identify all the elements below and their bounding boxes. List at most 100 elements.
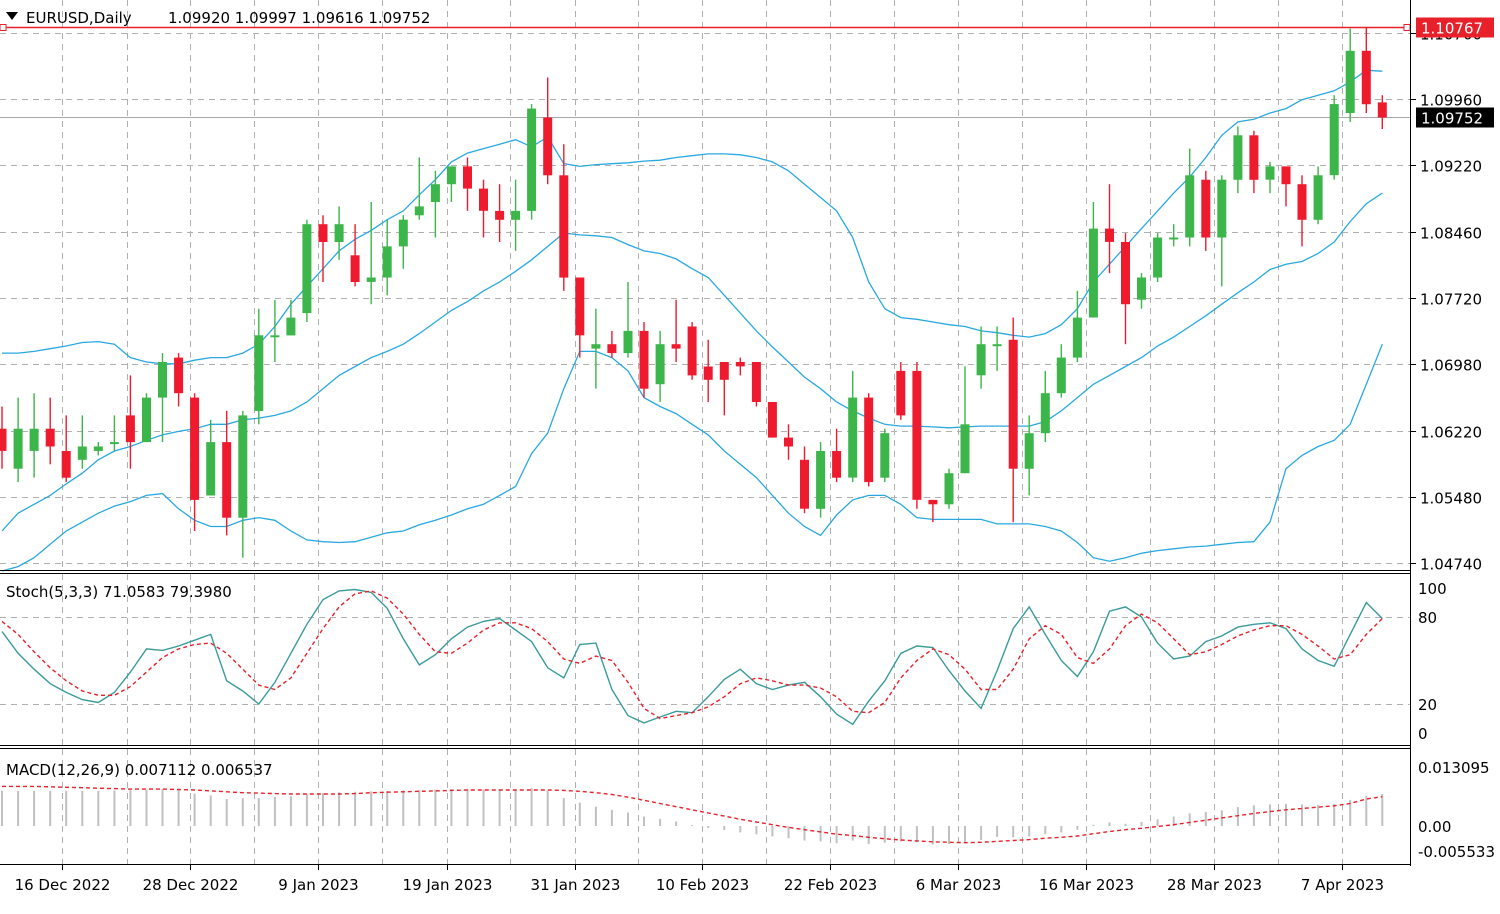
candle-body[interactable]: [1024, 433, 1034, 469]
candle-body[interactable]: [142, 397, 151, 443]
candle-body[interactable]: [302, 224, 312, 314]
candle[interactable]: [1040, 370, 1050, 443]
candle[interactable]: [800, 446, 809, 514]
candle[interactable]: [1377, 95, 1387, 129]
candle-body[interactable]: [350, 255, 360, 282]
candle-body[interactable]: [591, 344, 601, 349]
price-panel[interactable]: 1.107001.099601.092201.084601.077201.069…: [0, 0, 1494, 574]
candle-body[interactable]: [687, 326, 697, 376]
candle[interactable]: [1233, 126, 1243, 194]
candle[interactable]: [350, 224, 360, 287]
candle[interactable]: [238, 410, 248, 558]
candle[interactable]: [1056, 344, 1066, 398]
candle[interactable]: [703, 339, 713, 402]
candle-body[interactable]: [1185, 175, 1195, 238]
candle[interactable]: [430, 170, 440, 238]
candle[interactable]: [992, 326, 1002, 371]
candle-body[interactable]: [1072, 317, 1082, 358]
candle-body[interactable]: [1153, 237, 1163, 278]
candle[interactable]: [1281, 166, 1291, 207]
candle-body[interactable]: [414, 206, 424, 216]
candle[interactable]: [671, 299, 681, 362]
candle-body[interactable]: [398, 219, 408, 247]
candle[interactable]: [880, 428, 890, 483]
candle[interactable]: [125, 375, 135, 469]
candle[interactable]: [896, 362, 906, 420]
candle-body[interactable]: [1361, 50, 1371, 105]
candle[interactable]: [912, 362, 922, 509]
candle-body[interactable]: [1121, 242, 1130, 305]
candle-body[interactable]: [559, 175, 569, 278]
candle[interactable]: [1265, 161, 1275, 194]
candle[interactable]: [1345, 28, 1355, 122]
candle-body[interactable]: [463, 166, 472, 189]
candle-body[interactable]: [109, 442, 119, 445]
candle[interactable]: [767, 402, 777, 438]
candle-body[interactable]: [896, 370, 906, 416]
candle-body[interactable]: [254, 335, 264, 411]
candle[interactable]: [1329, 95, 1339, 180]
candle-body[interactable]: [29, 428, 39, 451]
candle-body[interactable]: [960, 424, 970, 474]
candle[interactable]: [623, 282, 633, 358]
candle[interactable]: [109, 415, 119, 451]
candle[interactable]: [1072, 290, 1082, 362]
candle[interactable]: [735, 357, 745, 376]
hline-handle[interactable]: [0, 24, 7, 31]
candle-body[interactable]: [784, 437, 793, 447]
candle-body[interactable]: [543, 117, 553, 176]
candle[interactable]: [864, 393, 874, 487]
candle-body[interactable]: [1233, 135, 1243, 180]
candle-body[interactable]: [655, 344, 665, 385]
candle[interactable]: [944, 468, 954, 509]
candle[interactable]: [1361, 26, 1371, 113]
candle[interactable]: [816, 442, 826, 518]
candle-body[interactable]: [206, 442, 216, 496]
candlesticks[interactable]: [0, 26, 1387, 558]
candle-body[interactable]: [318, 224, 328, 242]
candle[interactable]: [1008, 317, 1018, 523]
candle-body[interactable]: [880, 433, 890, 478]
candle[interactable]: [639, 322, 649, 398]
candle[interactable]: [446, 166, 456, 202]
candle[interactable]: [158, 353, 167, 443]
candle-body[interactable]: [1008, 339, 1018, 469]
candle-body[interactable]: [607, 344, 617, 354]
candle-body[interactable]: [719, 362, 729, 380]
hline-handle[interactable]: [1403, 24, 1411, 31]
candle-body[interactable]: [495, 210, 505, 220]
candle-body[interactable]: [992, 344, 1002, 347]
candle[interactable]: [286, 299, 296, 336]
stochastic-panel[interactable]: 100 80 20 0 Stoch(5,3,3) 71.0583 79.3980: [0, 574, 1447, 745]
candle-body[interactable]: [1313, 175, 1323, 220]
candle-body[interactable]: [366, 277, 376, 282]
candle-body[interactable]: [0, 428, 7, 451]
candle-body[interactable]: [286, 317, 296, 336]
candle[interactable]: [719, 362, 729, 416]
candle-body[interactable]: [1088, 228, 1098, 318]
candle-body[interactable]: [1137, 277, 1146, 300]
candle-body[interactable]: [848, 397, 858, 478]
candle-body[interactable]: [446, 166, 456, 185]
candle[interactable]: [848, 370, 858, 483]
candle-body[interactable]: [1345, 50, 1355, 113]
candle-body[interactable]: [1329, 104, 1339, 176]
candle-body[interactable]: [125, 415, 135, 443]
candle[interactable]: [1249, 130, 1259, 194]
candle-body[interactable]: [511, 210, 521, 220]
candle-body[interactable]: [976, 344, 986, 376]
candle[interactable]: [495, 184, 505, 242]
candle[interactable]: [1217, 175, 1227, 287]
candle[interactable]: [687, 322, 697, 380]
candle-body[interactable]: [13, 428, 23, 469]
candle-body[interactable]: [767, 402, 777, 438]
candle[interactable]: [13, 397, 23, 483]
candle[interactable]: [142, 393, 151, 443]
candle-body[interactable]: [703, 366, 713, 380]
candle-body[interactable]: [575, 277, 585, 336]
candle-body[interactable]: [1040, 393, 1050, 434]
candle[interactable]: [206, 419, 216, 496]
candle[interactable]: [1088, 202, 1098, 318]
